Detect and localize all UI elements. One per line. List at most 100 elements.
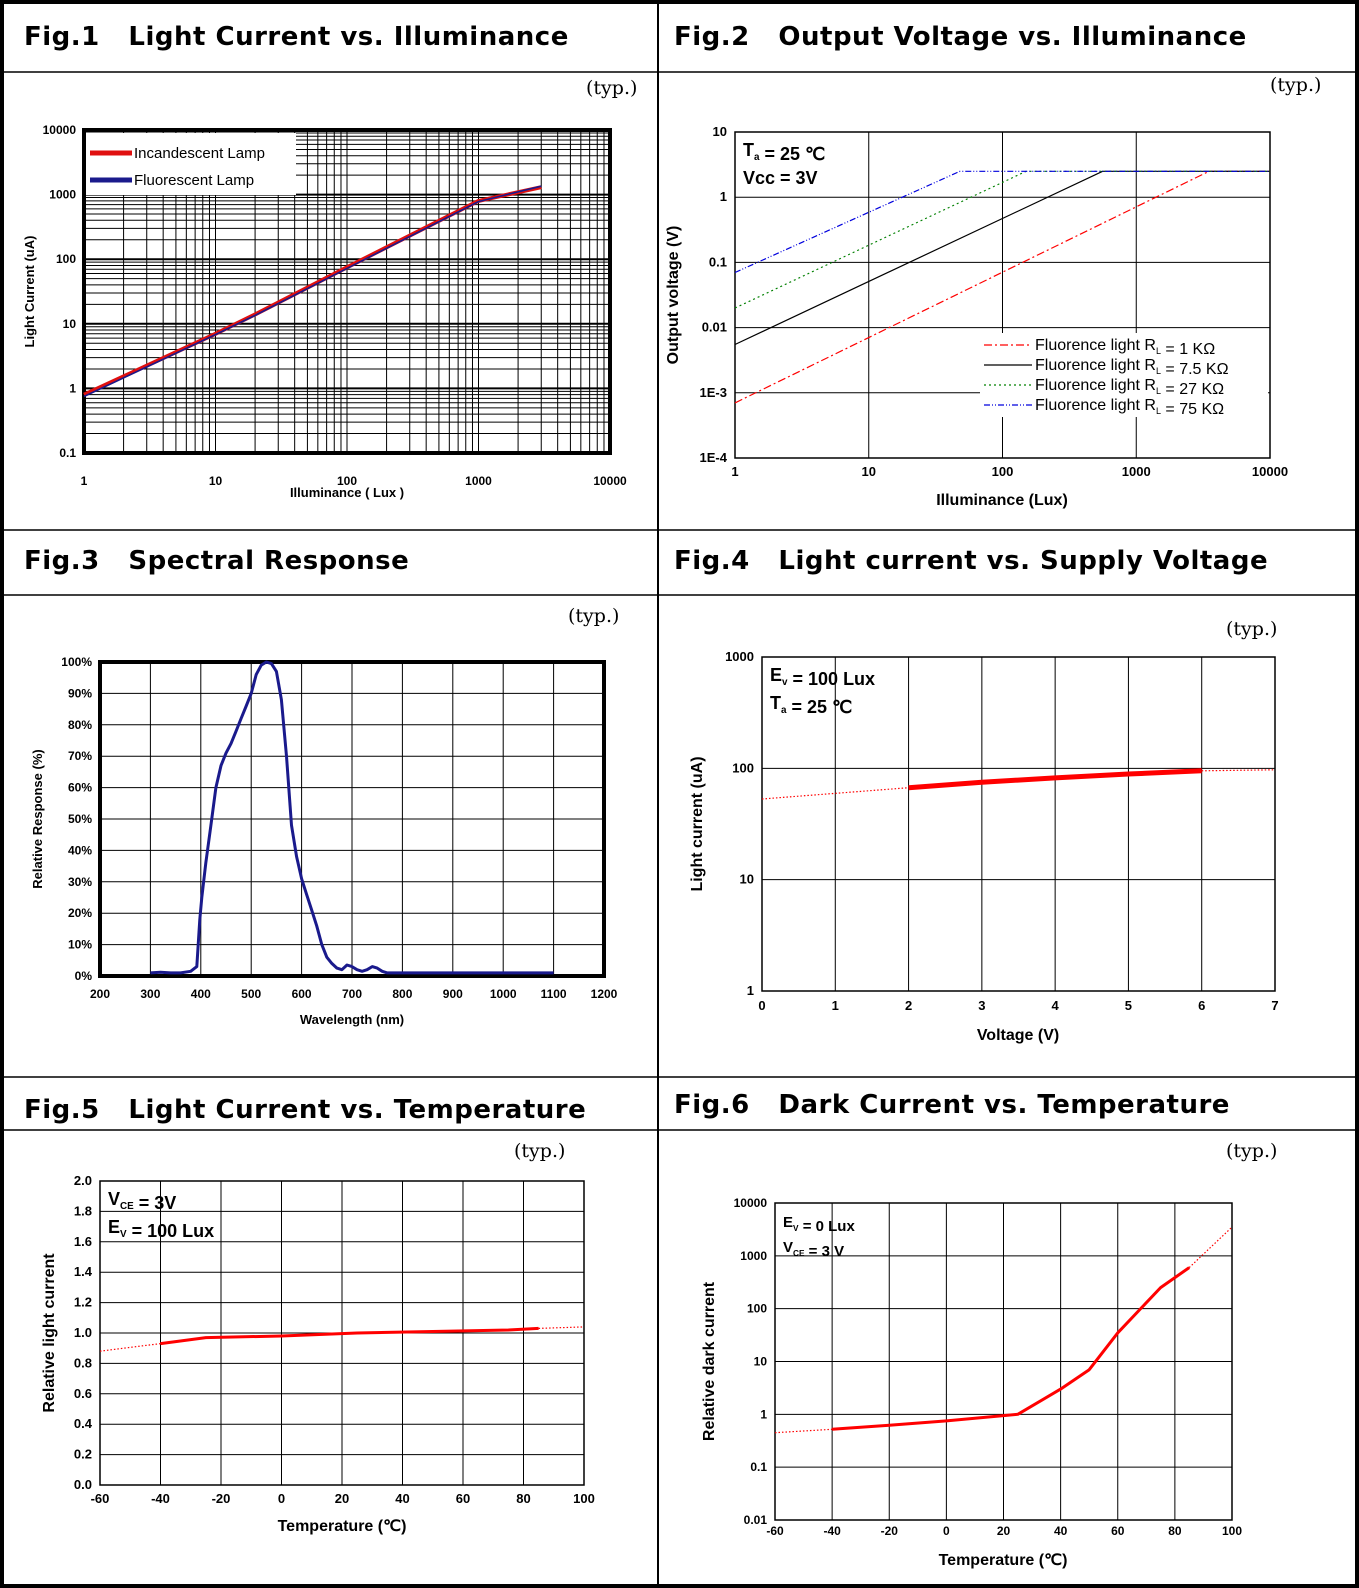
x-tick-label: 20: [997, 1524, 1011, 1538]
y-tick-label: 2.0: [74, 1173, 92, 1188]
y-tick-label: 80%: [68, 718, 92, 732]
y-axis-title: Light Current (uA): [22, 236, 37, 348]
annotation-text: Ev = 100 Lux: [770, 665, 875, 689]
fig5-chart: -60 -40 -20 0 20 40 60 80 100 0.0 0.2 0.4 0.6 0.8 1.0 1…: [41, 1173, 595, 1535]
x-tick-label: -20: [212, 1491, 231, 1506]
plot-frame: [774, 1202, 1233, 1521]
x-tick-label: 1000: [490, 987, 517, 1001]
y-tick-label: 10000: [734, 1196, 768, 1210]
y-tick-label: 90%: [68, 686, 92, 700]
y-tick-label: 1E-3: [700, 385, 727, 400]
x-tick-label: 100: [1222, 1524, 1242, 1538]
x-tick-label: 40: [1054, 1524, 1068, 1538]
y-tick-label: 1: [760, 1407, 767, 1421]
y-tick-label: 20%: [68, 906, 92, 920]
x-tick-label: 60: [1111, 1524, 1125, 1538]
y-tick-label: 1000: [740, 1249, 767, 1263]
y-tick-label: 1.4: [74, 1264, 93, 1279]
y-tick-label: 60%: [68, 781, 92, 795]
legend-box: [86, 133, 296, 195]
legend-label: Fluorence light RL = 7.5 KΩ: [1035, 357, 1229, 378]
fig5-header: Fig.5 Light Current vs. Temperature: [24, 1095, 587, 1125]
fig6-chart: -60 -40 -20 0 20 40 60 80 100 0.01 0.1 1 10 100 1000 10…: [701, 1196, 1242, 1569]
y-tick-label: 10000: [43, 123, 77, 137]
fig3-header: Fig.3 Spectral Response: [24, 546, 410, 576]
annotation-text: EV = 100 Lux: [108, 1217, 214, 1241]
x-tick-label: 700: [342, 987, 362, 1001]
y-axis-title: Output voltage (V): [665, 226, 682, 365]
y-tick-label: 100: [732, 760, 754, 775]
plot-frame: [98, 660, 606, 978]
y-tick-label: 1: [69, 381, 76, 395]
y-tick-label: 10%: [68, 938, 92, 952]
x-tick-label: 10: [862, 464, 876, 479]
x-tick-label: 1200: [591, 987, 618, 1001]
typ-label: (typ.): [1226, 1140, 1278, 1162]
y-tick-label: 0.8: [74, 1355, 92, 1370]
fig3-chart: 200 300 400 500 600 700 800 900 1000 1100 1200 0% 10…: [30, 655, 618, 1027]
x-tick-label: 100: [992, 464, 1014, 479]
y-axis-title: Relative Response (%): [30, 749, 45, 888]
fig2-header: Fig.2 Output Voltage vs. Illuminance: [674, 22, 1247, 52]
y-tick-label: 100: [56, 252, 76, 266]
series-line: [538, 1326, 585, 1329]
x-tick-label: -40: [151, 1491, 170, 1506]
x-tick-label: 1100: [541, 987, 567, 1001]
plot-frame: [82, 128, 612, 455]
y-tick-label: 0.1: [59, 446, 76, 460]
legend-label: Fluorescent Lamp: [134, 172, 254, 189]
x-tick-label: 60: [456, 1491, 470, 1506]
series-line: [831, 1266, 1191, 1431]
y-axis-title: Light current (uA): [689, 756, 706, 891]
legend-label: Fluorence light RL = 27 KΩ: [1035, 377, 1224, 398]
x-tick-label: 40: [395, 1491, 409, 1506]
series-line: [150, 660, 554, 975]
x-tick-label: 0: [278, 1491, 285, 1506]
x-tick-label: 20: [335, 1491, 349, 1506]
series-line: [1188, 1226, 1233, 1269]
typ-label: (typ.): [1226, 618, 1278, 640]
y-tick-label: 1.2: [74, 1295, 92, 1310]
y-tick-label: 100%: [61, 655, 92, 669]
x-axis-title: Temperature (℃): [939, 1552, 1068, 1569]
x-tick-label: 10000: [593, 474, 627, 488]
y-tick-label: 0.1: [750, 1460, 767, 1474]
y-tick-label: 1.0: [74, 1325, 92, 1340]
y-tick-label: 1.6: [74, 1234, 92, 1249]
y-tick-label: 10: [63, 317, 77, 331]
y-tick-label: 0.4: [74, 1416, 93, 1431]
x-tick-label: 200: [90, 987, 110, 1001]
x-tick-label: 1000: [1122, 464, 1151, 479]
x-tick-label: 600: [292, 987, 312, 1001]
x-tick-label: -40: [823, 1524, 841, 1538]
y-tick-label: 1E-4: [700, 450, 728, 465]
series-line: [774, 1428, 833, 1434]
series-line: [734, 170, 1270, 274]
series-line: [160, 1326, 539, 1346]
plot-frame: [734, 131, 1271, 459]
x-tick-label: 6: [1198, 998, 1205, 1013]
y-axis-title: Relative dark current: [701, 1281, 718, 1441]
series-line: [83, 185, 542, 398]
x-tick-label: 4: [1052, 998, 1060, 1013]
legend-label: Incandescent Lamp: [134, 145, 265, 162]
series-line: [761, 787, 909, 800]
x-tick-label: -20: [881, 1524, 899, 1538]
annotation-text: VCE = 3V: [108, 1189, 176, 1213]
x-tick-label: 100: [573, 1491, 595, 1506]
annotation-text: EV = 0 Lux: [783, 1214, 855, 1235]
plot-frame: [99, 1180, 585, 1486]
x-tick-label: 7: [1271, 998, 1278, 1013]
y-tick-label: 40%: [68, 843, 92, 857]
y-tick-label: 0.01: [702, 320, 727, 335]
y-axis-title: Relative light current: [41, 1253, 58, 1413]
x-tick-label: 5: [1125, 998, 1132, 1013]
annotation-text: VCE = 3 V: [783, 1239, 844, 1260]
plot-frame: [761, 656, 1276, 992]
typ-label: (typ.): [586, 77, 638, 99]
y-tick-label: 10: [754, 1355, 768, 1369]
y-tick-label: 70%: [68, 749, 92, 763]
